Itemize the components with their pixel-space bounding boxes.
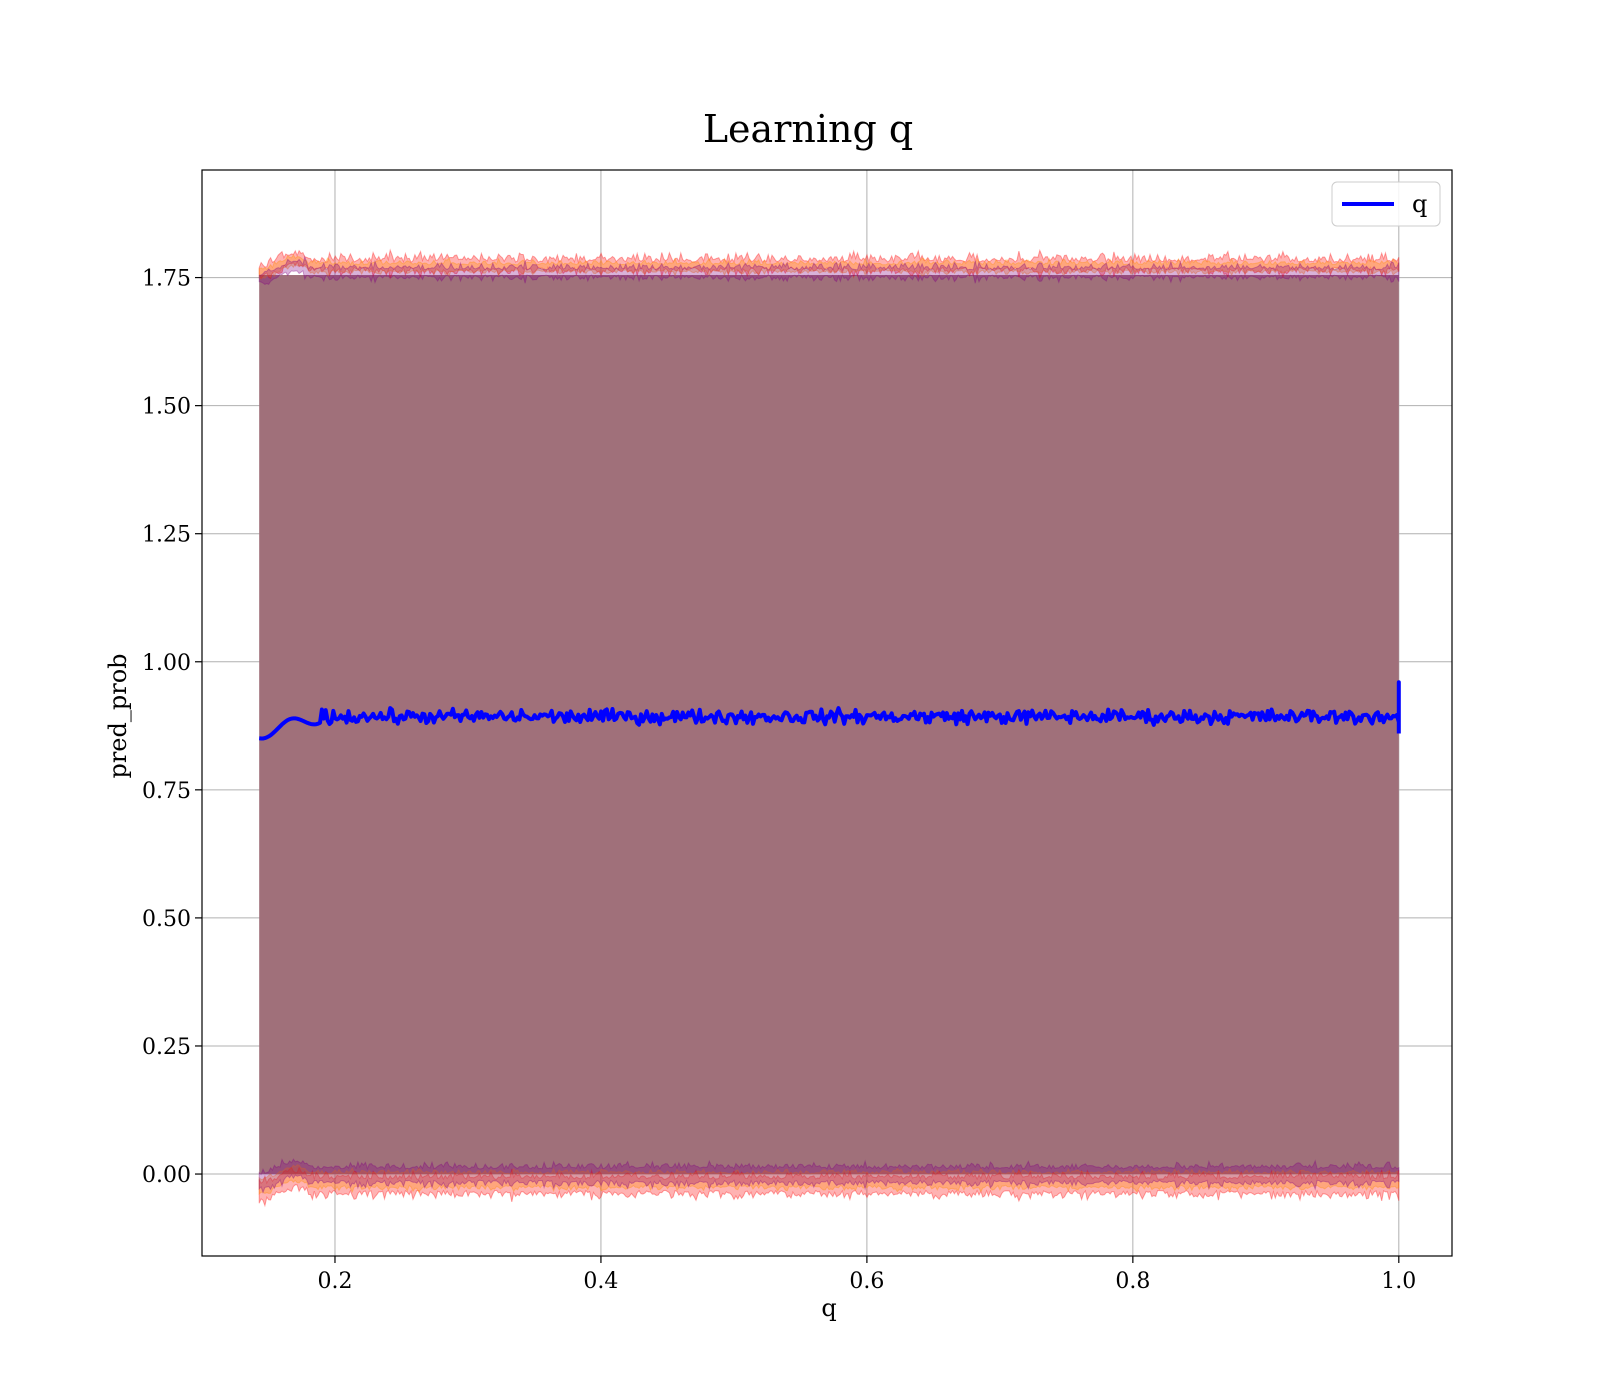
x-tick-label: 0.8 [1115,1269,1150,1294]
x-tick-label: 1.0 [1381,1269,1416,1294]
band-lower-1 [258,1164,1400,1196]
band-upper-2 [258,254,1400,286]
x-tick-label: 0.6 [849,1269,884,1294]
y-tick-label: 1.25 [142,523,191,548]
x-tick-label: 0.4 [583,1269,618,1294]
y-tick-label: 0.25 [142,1035,191,1060]
band-upper-1 [258,253,1400,280]
legend: q [1331,181,1441,227]
x-tick-label: 0.2 [317,1269,352,1294]
series [258,680,1401,741]
y-tick-label: 1.75 [142,267,191,292]
plot-frame [201,169,1453,1257]
y-tick-label: 1.00 [142,651,191,676]
y-tick-label: 1.50 [142,395,191,420]
y-tick-label: 0.00 [142,1163,191,1188]
y-tick-label: 0.50 [142,907,191,932]
series-line-q [258,680,1401,741]
band-lower-0 [258,1166,1400,1208]
x-axis-label: q [821,1294,836,1322]
y-axis-label: pred_prob [104,653,132,778]
ticks: 0.2 0.4 0.6 0.8 1.0 0.00 0.25 0.50 0.75 1.00 1.25 1… [142,267,1416,1294]
band-lower-2 [258,1158,1400,1194]
legend-label-q: q [1412,190,1427,218]
band-upper-0 [258,248,1400,280]
y-tick-label: 0.75 [142,779,191,804]
bands [258,248,1400,1208]
chart-title: Learning q [703,107,913,151]
